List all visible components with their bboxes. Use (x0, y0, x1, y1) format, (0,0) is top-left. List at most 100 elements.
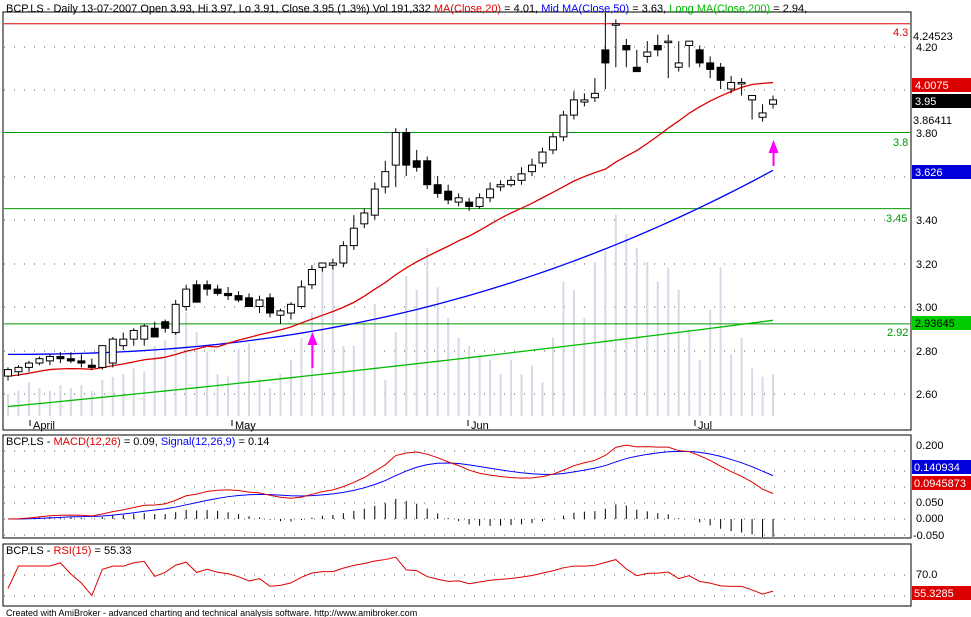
ma20-badge: 4.0075 (915, 80, 949, 92)
rsi-panel-frame (2, 543, 912, 607)
candle-body (475, 197, 484, 207)
signal-arrow-head (768, 140, 779, 153)
candle-body (318, 262, 327, 268)
y-tick: 4.20 (916, 42, 937, 54)
candle-body (716, 66, 725, 81)
candle-body (548, 136, 557, 151)
candle-body (444, 190, 453, 201)
candle-body (286, 303, 295, 314)
candle-body (423, 160, 432, 186)
macd-y-tick: -0.050 (913, 530, 944, 542)
macd-badge: 0.0945873 (914, 478, 966, 490)
candle-body (486, 188, 495, 199)
candle-body (695, 49, 704, 64)
y-tick-extra: 3.86411 (913, 115, 952, 127)
ma20-badge-bg (912, 78, 971, 92)
candle-body (412, 160, 421, 168)
y-tick: 2.80 (916, 346, 937, 358)
candle-body (706, 62, 715, 70)
ma50-badge: 3.626 (915, 167, 943, 179)
candle-body (266, 297, 274, 314)
candle-body (685, 40, 694, 47)
rsi-badge-bg (912, 586, 971, 600)
candle-body (622, 45, 631, 51)
macd-lines (7, 444, 774, 538)
moving-average-line (7, 169, 774, 356)
candle-body (87, 364, 96, 368)
macd-y-tick: 0.050 (916, 497, 944, 509)
candle-body (769, 99, 778, 105)
candle-body (611, 23, 620, 26)
candle-body (507, 179, 516, 186)
candle-body (307, 269, 316, 286)
price-panel-frame (2, 11, 912, 431)
signal-arrow-head (307, 332, 318, 345)
candle-body (129, 329, 138, 340)
price-header: BCP.LS - Daily 13-07-2007 Open 3.93, Hi … (6, 3, 807, 15)
candle-body (98, 345, 107, 368)
candlesticks (4, 12, 778, 381)
level-label-4-3: 4.3 (893, 27, 908, 39)
candle-body (328, 262, 337, 266)
candle-body (182, 288, 191, 308)
candle-body (45, 356, 54, 362)
moving-average-line (7, 81, 774, 377)
candle-body (559, 114, 568, 138)
candle-body (381, 171, 390, 188)
level-label-2-92: 2.92 (887, 327, 908, 339)
candle-body (370, 188, 379, 216)
candle-body (35, 358, 44, 364)
moving-averages (7, 81, 774, 408)
x-label-april: April (33, 420, 55, 432)
x-label-jun: Jun (471, 420, 489, 432)
candle-body (727, 81, 736, 90)
candle-body (24, 362, 33, 368)
candle-body (171, 303, 180, 334)
candle-body (150, 327, 159, 338)
volume-bars (7, 214, 775, 416)
candle-body (580, 99, 589, 103)
candle-body (569, 99, 578, 116)
level-label-3-8: 3.8 (893, 137, 908, 149)
signal-arrows (307, 140, 779, 368)
candle-body (433, 184, 442, 194)
candle-body (297, 286, 306, 307)
ma50-badge-bg (912, 165, 971, 179)
rsi-y-tick: 70.0 (916, 569, 937, 581)
candle-body (590, 92, 599, 99)
candle-body (465, 201, 474, 207)
candle-body (632, 66, 641, 73)
horizontal-levels (4, 23, 910, 325)
close-badge-bg (912, 94, 971, 108)
candle-body (245, 297, 254, 307)
candle-body (77, 360, 86, 364)
candle-body (653, 45, 662, 51)
macd-y-tick: 0.000 (916, 513, 944, 525)
grid-dots (4, 46, 910, 597)
rsi-line (7, 556, 774, 597)
candle-body (140, 325, 149, 340)
candle-body (528, 164, 536, 173)
candle-body (276, 310, 285, 316)
y-tick: 2.60 (916, 389, 937, 401)
level-label-3-45: 3.45 (886, 213, 907, 225)
close-badge: 3.95 (915, 96, 936, 108)
macd-panel-frame (2, 434, 912, 539)
moving-average-line (7, 319, 774, 408)
candle-body (538, 151, 547, 164)
candle-body (255, 299, 264, 308)
candle-body (360, 212, 369, 225)
candle-body (391, 132, 400, 166)
footer-credit: Created with AmiBroker - advanced charti… (6, 608, 417, 617)
signal-badge-bg (912, 460, 971, 474)
y-tick: 3.40 (916, 215, 937, 227)
signal-badge: 0.140934 (914, 462, 960, 474)
candle-body (14, 366, 23, 373)
candle-body (161, 321, 170, 329)
candle-body (108, 338, 117, 364)
candle-body (664, 40, 673, 44)
rsi-line (7, 556, 774, 597)
candle-body (203, 284, 212, 290)
candle-body (349, 227, 358, 247)
